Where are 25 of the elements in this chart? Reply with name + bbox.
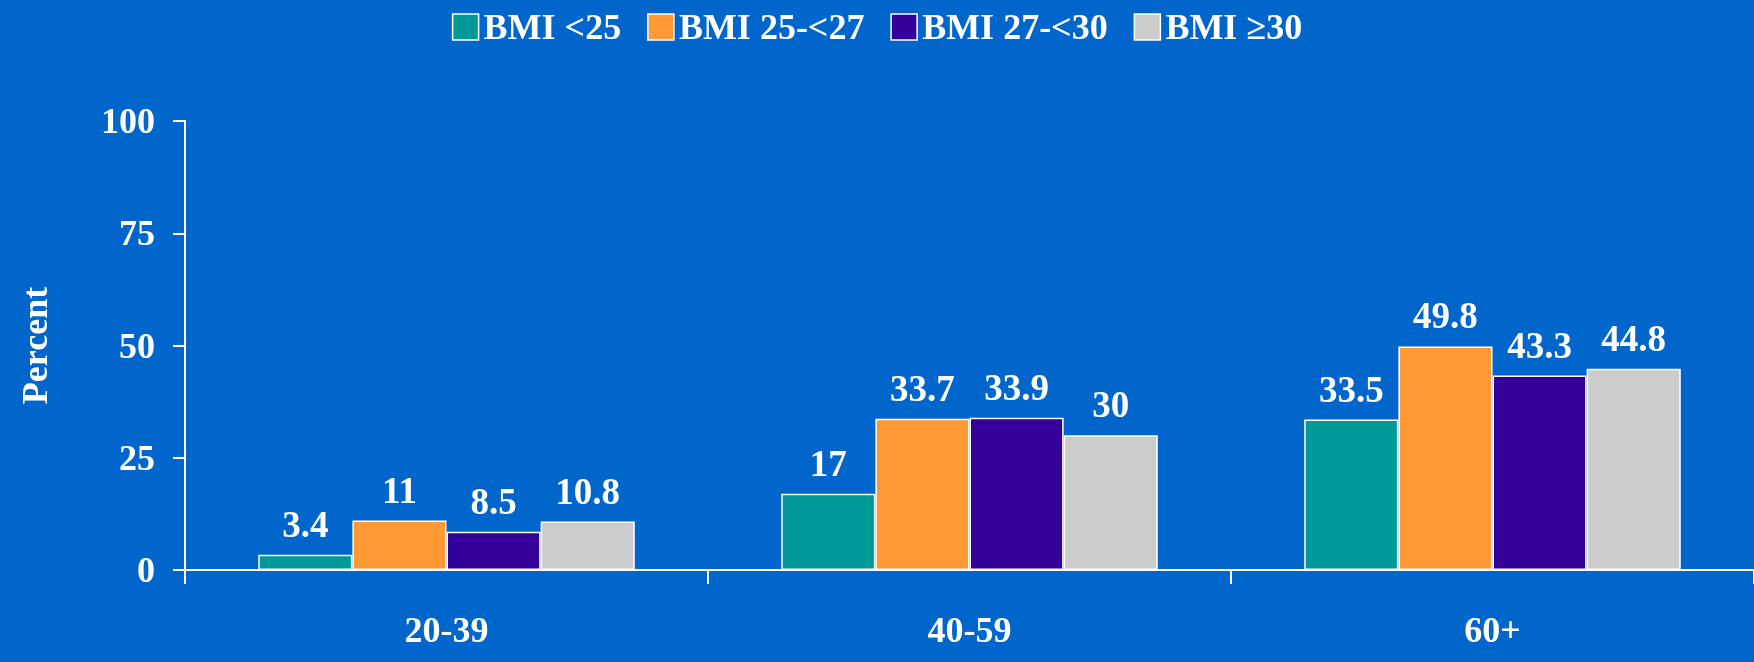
y-tick-label: 25 (119, 437, 155, 478)
data-label: 43.3 (1507, 324, 1572, 366)
data-label: 49.8 (1413, 295, 1478, 337)
data-label: 17 (809, 442, 847, 484)
data-label: 8.5 (470, 480, 517, 522)
data-label: 33.5 (1318, 368, 1384, 410)
y-tick-label: 0 (137, 550, 155, 590)
data-label: 3.4 (282, 503, 329, 545)
data-label: 30 (1092, 384, 1130, 426)
data-label: 33.9 (984, 366, 1049, 408)
x-tick-label: 40-59 (927, 610, 1012, 650)
data-label: 11 (381, 469, 417, 511)
legend-label: BMI ≥30 (1165, 7, 1303, 47)
x-tick-label: 20-39 (404, 610, 489, 650)
legend-label: BMI 27-<30 (922, 7, 1108, 47)
y-tick-label: 100 (101, 101, 155, 141)
legend-label: BMI <25 (483, 7, 622, 47)
data-label: 10.8 (555, 470, 621, 512)
y-tick-label: 50 (119, 325, 155, 366)
y-tick-label: 75 (119, 213, 155, 254)
data-label: 44.8 (1601, 317, 1667, 359)
legend-label: BMI 25-<27 (678, 7, 865, 47)
y-axis-title: Percent (15, 286, 55, 405)
data-label: 33.7 (890, 367, 955, 409)
x-tick-label: 60+ (1464, 610, 1521, 650)
